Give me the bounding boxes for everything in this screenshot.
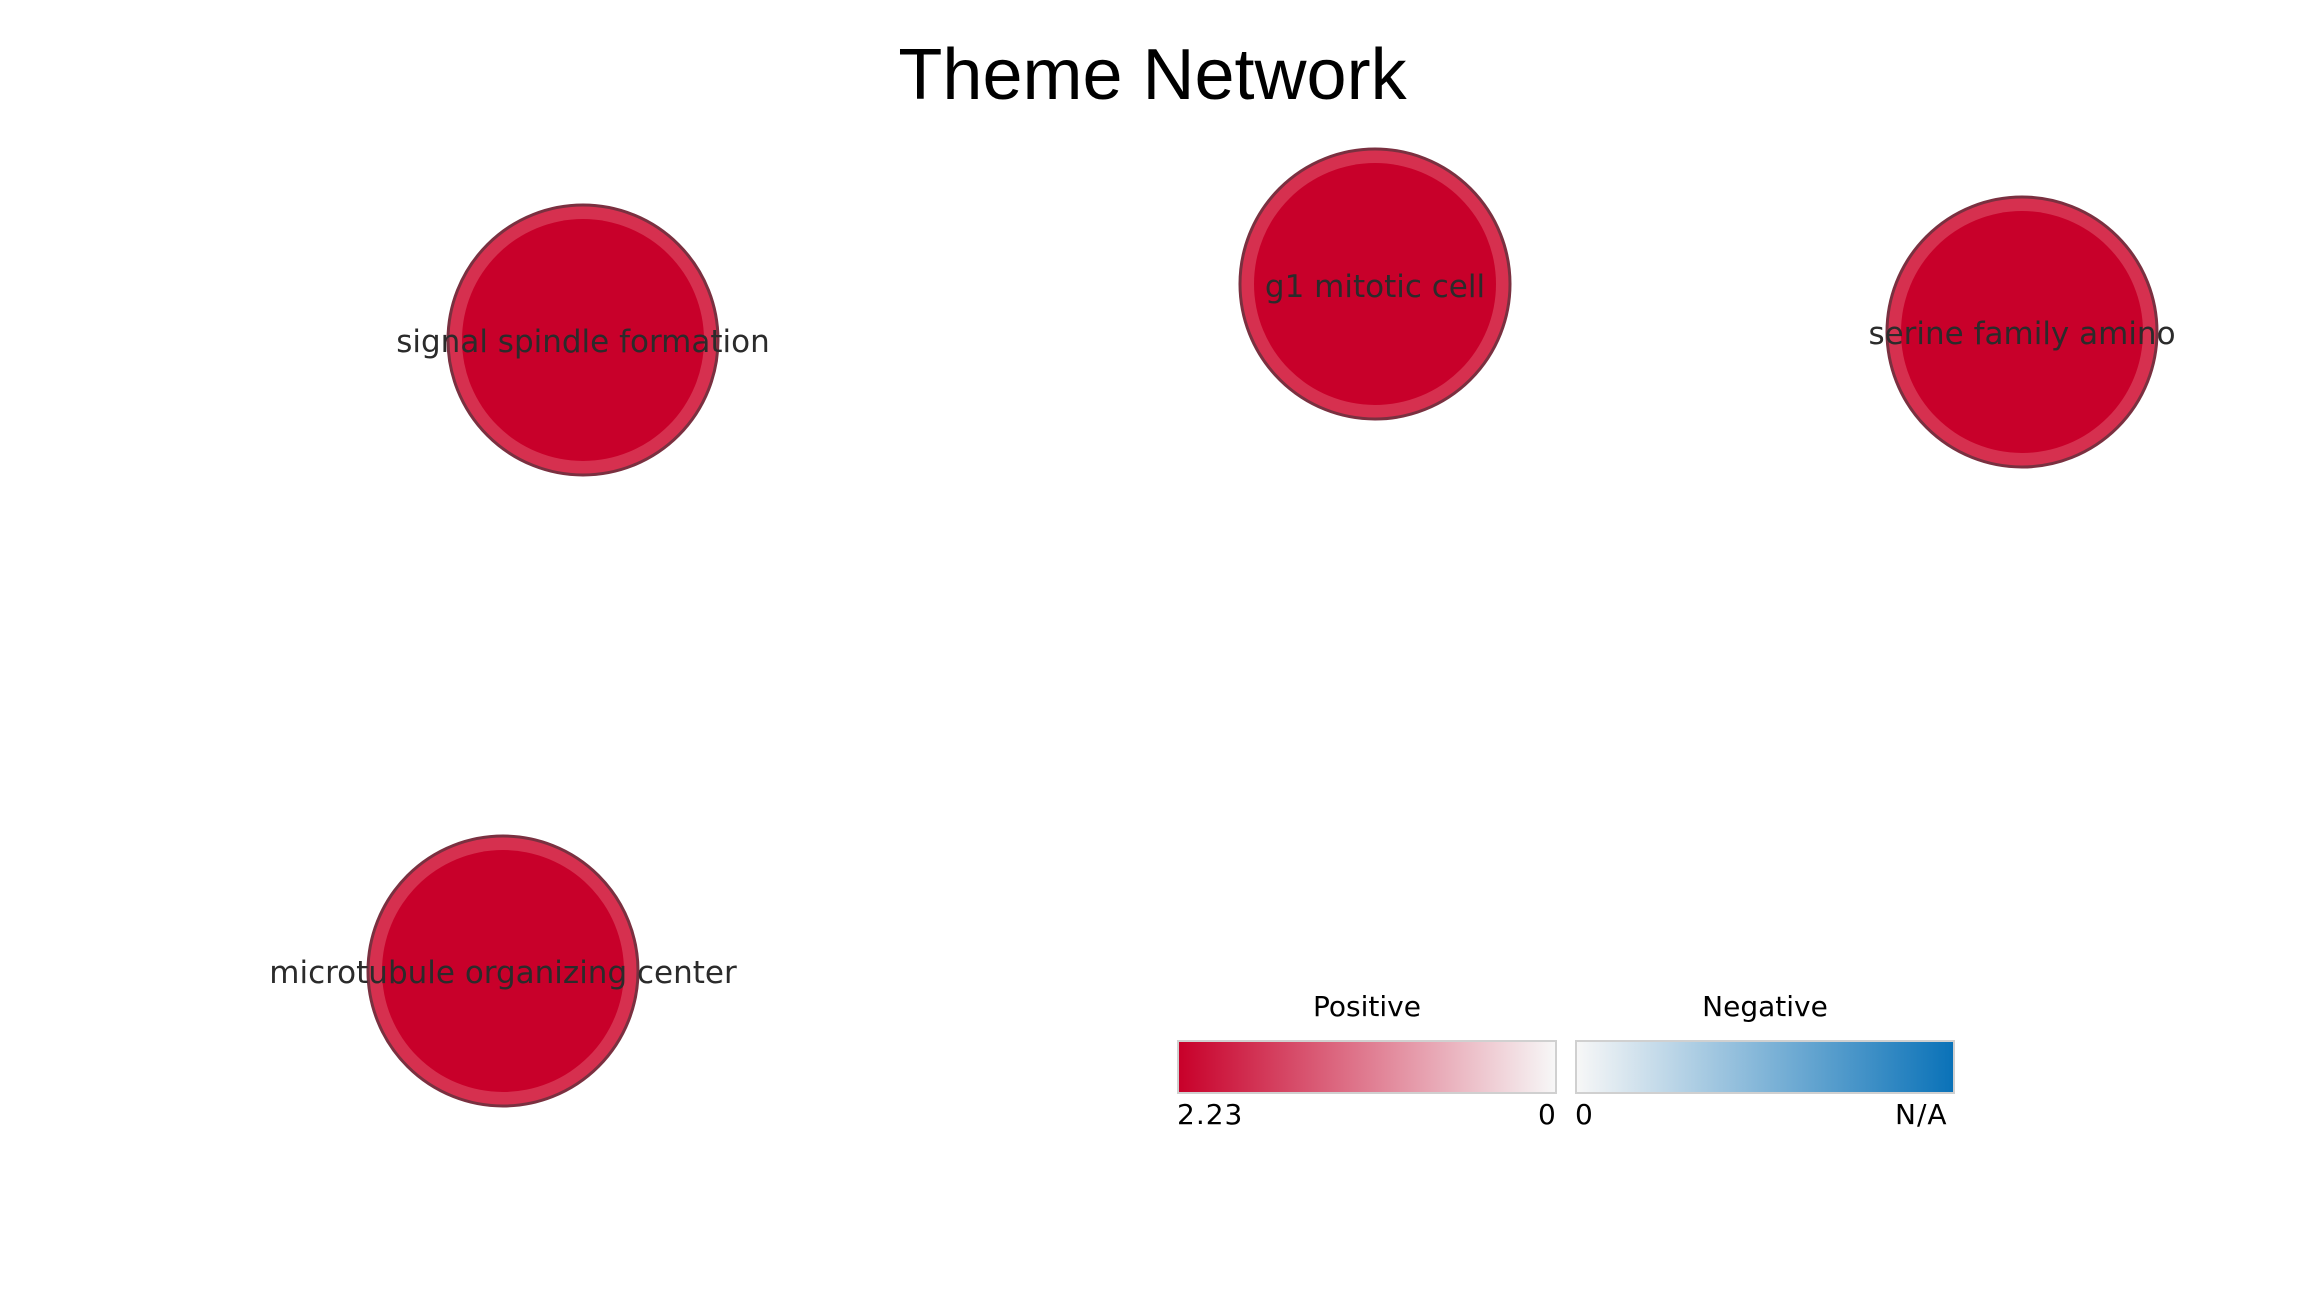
network-node-serine-family-amino[interactable]: serine family amino	[1868, 195, 2176, 469]
legend-positive-gradient	[1177, 1040, 1557, 1094]
node-inner-circle	[1901, 211, 2143, 453]
legend-positive-max-label: 0	[1538, 1098, 1557, 1131]
legend-positive-min-label: 2.23	[1177, 1098, 1244, 1131]
node-label: serine family amino	[1868, 316, 2175, 352]
page-title: Theme Network	[898, 35, 1407, 115]
node-inner-circle	[1254, 163, 1496, 405]
node-label: microtubule organizing center	[269, 955, 737, 991]
legend-negative-heading: Negative	[1702, 990, 1828, 1023]
legend-positive-heading: Positive	[1313, 990, 1421, 1023]
network-node-microtubule-organizing-center[interactable]: microtubule organizing center	[269, 834, 737, 1108]
network-node-g1-mitotic-cell[interactable]: g1 mitotic cell	[1238, 147, 1512, 421]
node-inner-circle	[462, 219, 704, 461]
node-label: g1 mitotic cell	[1265, 269, 1485, 305]
legend-negative-max-label: N/A	[1895, 1098, 1948, 1131]
network-node-signal-spindle-formation[interactable]: signal spindle formation	[396, 203, 770, 477]
legend-negative-gradient	[1575, 1040, 1955, 1094]
node-label: signal spindle formation	[396, 324, 770, 360]
node-inner-circle	[382, 850, 624, 1092]
legend-negative-min-label: 0	[1575, 1098, 1594, 1131]
